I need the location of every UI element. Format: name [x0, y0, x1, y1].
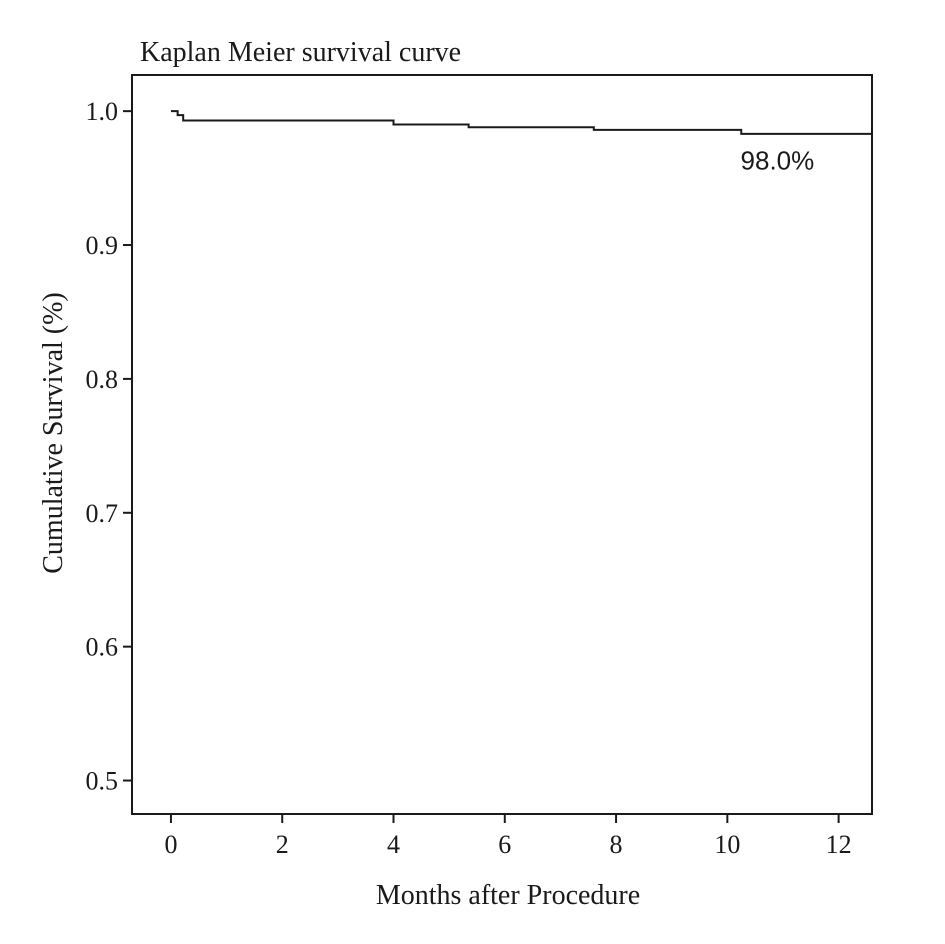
y-tick-label: 1.0 [86, 97, 119, 126]
x-tick-label: 12 [826, 830, 852, 859]
survival-curve-series [170, 110, 872, 135]
x-tick-label: 8 [610, 830, 623, 859]
x-tick-label: 4 [387, 830, 400, 859]
plot-frame [131, 74, 873, 815]
x-axis-label: Months after Procedure [376, 880, 640, 911]
y-tick-label: 0.5 [86, 767, 119, 796]
x-tick-label: 10 [714, 830, 740, 859]
y-axis: 0.5 0.6 0.7 0.8 0.9 1.0 [86, 97, 132, 796]
y-tick-label: 0.6 [86, 633, 119, 662]
x-axis: 0 2 4 6 8 10 12 [164, 814, 852, 859]
chart-annotations: 98.0% [741, 146, 815, 176]
y-axis-label: Cumulative Survival (%) [38, 292, 69, 574]
y-tick-label: 0.7 [86, 499, 119, 528]
x-tick-label: 6 [498, 830, 511, 859]
y-tick-label: 0.8 [86, 365, 119, 394]
y-tick-label: 0.9 [86, 231, 119, 260]
x-tick-label: 2 [276, 830, 289, 859]
x-tick-label: 0 [164, 830, 177, 859]
survival-rate-annotation: 98.0% [741, 146, 815, 176]
chart-title: Kaplan Meier survival curve [140, 37, 461, 68]
